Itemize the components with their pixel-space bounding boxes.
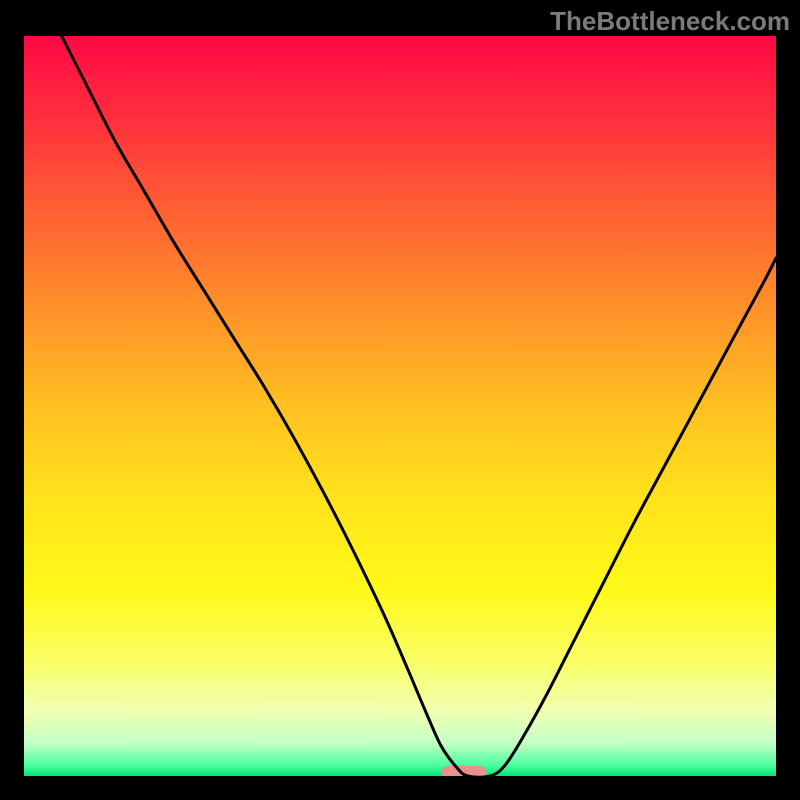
chart-background [24,36,776,776]
watermark-text: TheBottleneck.com [550,6,790,37]
bottleneck-chart [24,36,776,776]
